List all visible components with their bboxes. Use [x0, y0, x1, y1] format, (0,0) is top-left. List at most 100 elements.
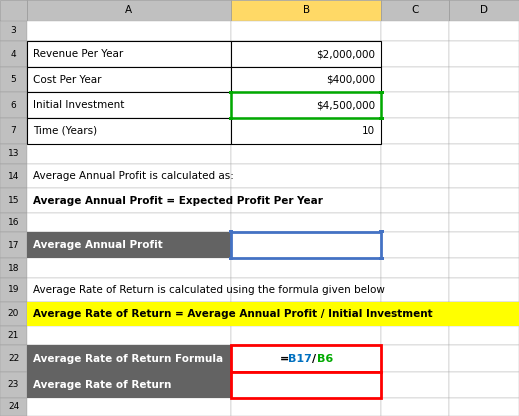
Text: 6: 6 [10, 101, 17, 110]
Text: C: C [412, 5, 419, 15]
Bar [228, 116, 233, 119]
Text: 14: 14 [8, 172, 19, 181]
Bar [0, 92, 27, 118]
Text: Average Annual Profit = Expected Profit Per Year: Average Annual Profit = Expected Profit … [33, 196, 323, 206]
Bar [231, 67, 381, 92]
Bar [449, 398, 519, 416]
Bar [27, 302, 231, 326]
Text: 5: 5 [10, 75, 17, 84]
Bar [381, 213, 449, 232]
Text: Average Annual Profit: Average Annual Profit [33, 240, 163, 250]
Bar [231, 232, 381, 258]
Bar [449, 345, 519, 372]
Bar [381, 164, 449, 188]
Bar [449, 118, 519, 144]
Bar [27, 372, 231, 398]
Bar [381, 21, 449, 41]
Bar [231, 118, 381, 144]
Bar [449, 278, 519, 302]
Bar [27, 258, 231, 278]
Text: Revenue Per Year: Revenue Per Year [33, 49, 124, 59]
Text: 13: 13 [8, 149, 19, 158]
Bar [27, 232, 231, 258]
Text: Cost Per Year: Cost Per Year [33, 74, 102, 84]
Bar [0, 213, 27, 232]
Bar [449, 232, 519, 258]
Text: Average Rate of Return: Average Rate of Return [33, 380, 172, 390]
Bar [449, 21, 519, 41]
Text: 19: 19 [8, 285, 19, 294]
Bar [449, 0, 519, 21]
Bar [381, 232, 449, 258]
Bar [0, 188, 27, 213]
Bar [231, 21, 381, 41]
Bar [231, 372, 381, 398]
Bar [231, 92, 381, 118]
Bar [231, 258, 381, 278]
Bar [231, 144, 381, 164]
Bar [449, 41, 519, 67]
Bar [231, 0, 381, 21]
Text: $1,600,000: $1,600,000 [269, 239, 344, 252]
Bar [228, 257, 233, 260]
Text: 3: 3 [10, 27, 17, 35]
Bar [27, 164, 231, 188]
Text: 21: 21 [8, 331, 19, 340]
Text: 20: 20 [8, 310, 19, 319]
Bar [27, 302, 519, 326]
Text: A: A [126, 5, 132, 15]
Bar [0, 278, 27, 302]
Bar [231, 372, 381, 398]
Bar [27, 188, 231, 213]
Bar [449, 67, 519, 92]
Bar [231, 188, 381, 213]
Text: Time (Years): Time (Years) [33, 126, 98, 136]
Bar [381, 398, 449, 416]
Bar [228, 91, 233, 94]
Bar [27, 118, 231, 144]
Bar [27, 345, 231, 372]
Text: 7: 7 [10, 126, 17, 135]
Bar [27, 232, 231, 258]
Bar [0, 372, 27, 398]
Bar [231, 302, 381, 326]
Bar [0, 144, 27, 164]
Bar [231, 92, 381, 118]
Bar [449, 326, 519, 345]
Bar [0, 164, 27, 188]
Bar [381, 372, 449, 398]
Bar [381, 326, 449, 345]
Bar [449, 188, 519, 213]
Bar [381, 302, 449, 326]
Bar [449, 258, 519, 278]
Bar [379, 91, 384, 94]
Text: Average Rate of Return = Average Annual Profit / Initial Investment: Average Rate of Return = Average Annual … [33, 309, 433, 319]
Bar [231, 345, 381, 372]
Bar [449, 302, 519, 326]
Bar [449, 213, 519, 232]
Bar [27, 41, 231, 67]
Text: 18: 18 [8, 264, 19, 272]
Bar [27, 21, 231, 41]
Bar [0, 398, 27, 416]
Bar [381, 118, 449, 144]
Bar [27, 398, 231, 416]
Text: Average Rate of Return Formula: Average Rate of Return Formula [33, 354, 223, 364]
Text: 23: 23 [8, 380, 19, 389]
Text: $400,000: $400,000 [326, 74, 375, 84]
Bar [381, 258, 449, 278]
Bar [381, 41, 449, 67]
Bar [381, 144, 449, 164]
Bar [449, 144, 519, 164]
Text: 35.56%: 35.56% [282, 378, 331, 391]
Bar [231, 398, 381, 416]
Bar [27, 0, 231, 21]
Bar [449, 372, 519, 398]
Bar [231, 92, 381, 118]
Bar [27, 345, 231, 372]
Bar [27, 326, 231, 345]
Bar [27, 278, 231, 302]
Text: B: B [303, 5, 310, 15]
Bar [231, 118, 381, 144]
Bar [27, 67, 231, 92]
